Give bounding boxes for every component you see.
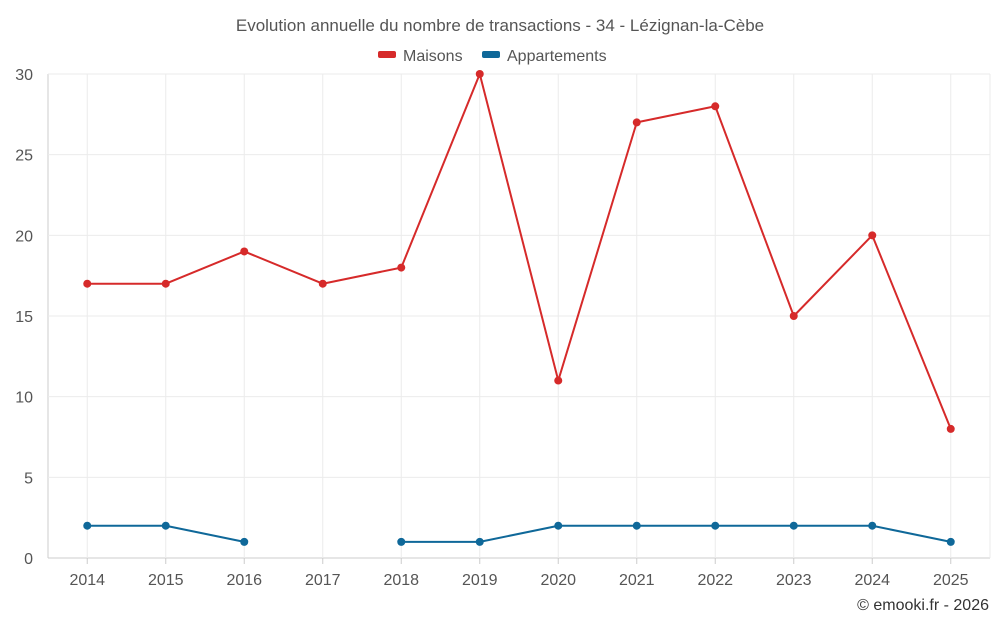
y-tick-label: 15 <box>15 309 33 326</box>
data-point-appartements-2016[interactable] <box>240 537 249 546</box>
x-tick-label: 2019 <box>462 572 498 589</box>
data-point-maisons-2016[interactable] <box>240 247 249 256</box>
y-tick-label: 20 <box>15 228 33 245</box>
x-tick-label: 2017 <box>305 572 341 589</box>
data-point-maisons-2025[interactable] <box>946 424 955 433</box>
x-axis: 2014 2015 2016 2017 2018 2019 2020 2021 2022 2023… <box>69 572 968 589</box>
data-point-maisons-2021[interactable] <box>632 118 641 127</box>
y-tick-label: 30 <box>15 67 33 84</box>
data-point-appartements-2014[interactable] <box>83 521 92 530</box>
x-tick-label: 2014 <box>69 572 105 589</box>
legend-label-appartements[interactable]: Appartements <box>507 48 607 65</box>
x-tick-label: 2021 <box>619 572 655 589</box>
data-point-appartements-2023[interactable] <box>789 521 798 530</box>
data-point-maisons-2017[interactable] <box>318 279 327 288</box>
data-point-maisons-2014[interactable] <box>83 279 92 288</box>
x-tick-label: 2015 <box>148 572 184 589</box>
x-tick-label: 2018 <box>383 572 419 589</box>
data-point-appartements-2021[interactable] <box>632 521 641 530</box>
legend: Maisons Appartements <box>378 48 607 65</box>
series <box>83 70 955 546</box>
x-tick-label: 2016 <box>226 572 262 589</box>
y-tick-label: 0 <box>24 551 33 568</box>
y-tick-label: 10 <box>15 390 33 407</box>
data-point-appartements-2022[interactable] <box>711 521 720 530</box>
data-point-appartements-2020[interactable] <box>554 521 563 530</box>
grid <box>47 73 991 564</box>
data-point-maisons-2018[interactable] <box>397 263 406 272</box>
data-point-maisons-2020[interactable] <box>554 376 563 385</box>
data-point-maisons-2022[interactable] <box>711 102 720 111</box>
y-axis: 0 5 10 15 20 25 30 <box>15 67 33 568</box>
data-point-appartements-2015[interactable] <box>161 521 170 530</box>
x-tick-label: 2022 <box>697 572 733 589</box>
x-tick-label: 2024 <box>854 572 890 589</box>
data-point-maisons-2023[interactable] <box>789 312 798 320</box>
data-point-maisons-2019[interactable] <box>475 70 484 78</box>
credit-text: © emooki.fr - 2026 <box>857 597 989 614</box>
series-line-maisons <box>87 73 952 430</box>
data-point-maisons-2024[interactable] <box>868 231 877 240</box>
data-point-appartements-2024[interactable] <box>868 521 877 530</box>
data-point-appartements-2025[interactable] <box>946 537 955 546</box>
y-tick-label: 25 <box>15 148 33 165</box>
x-tick-label: 2025 <box>933 572 969 589</box>
legend-label-maisons[interactable]: Maisons <box>403 48 463 65</box>
data-point-appartements-2019[interactable] <box>475 537 484 546</box>
series-line-appartements <box>401 524 951 543</box>
legend-swatch-appartements <box>482 51 500 58</box>
x-tick-label: 2020 <box>540 572 576 589</box>
chart-title: Evolution annuelle du nombre de transact… <box>236 16 764 35</box>
data-point-maisons-2015[interactable] <box>161 279 170 288</box>
legend-swatch-maisons <box>378 51 396 58</box>
y-tick-label: 5 <box>24 470 33 487</box>
x-tick-label: 2023 <box>776 572 812 589</box>
data-point-appartements-2018[interactable] <box>397 537 406 546</box>
